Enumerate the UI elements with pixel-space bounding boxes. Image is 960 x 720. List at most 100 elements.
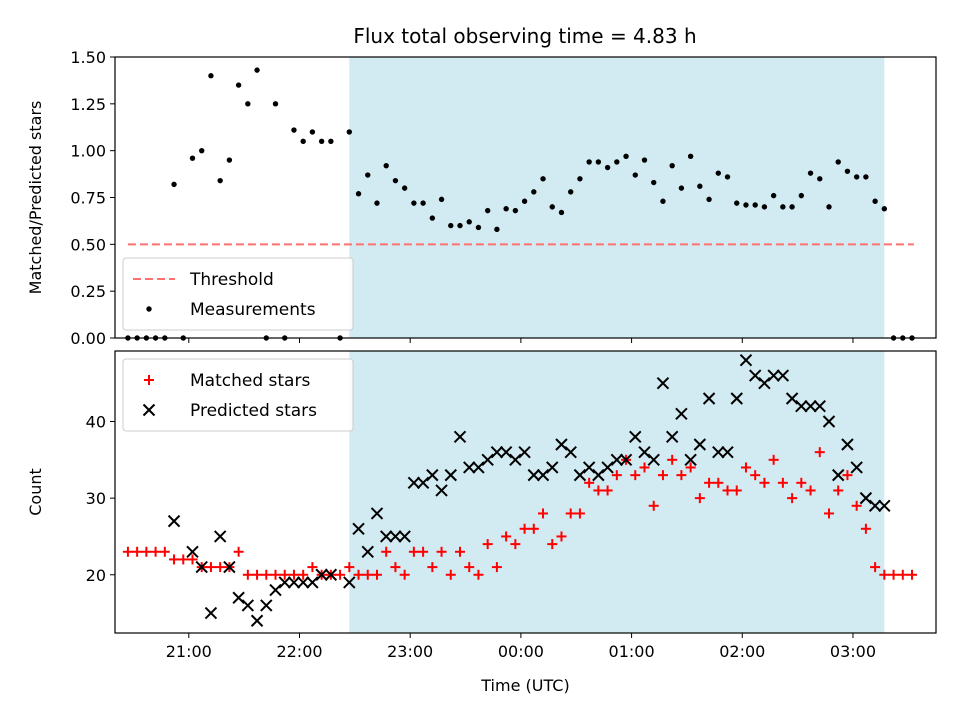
matched-star-point [694, 493, 705, 504]
matched-star-point [242, 569, 253, 580]
matched-star-point [648, 500, 659, 511]
matched-star-point [713, 477, 724, 488]
predicted-star-point [195, 560, 208, 574]
predicted-star-point [527, 468, 541, 482]
x-tick-label: 00:00 [498, 642, 544, 661]
matched-star-point [796, 477, 807, 488]
measurement-point [235, 82, 242, 88]
measurement-point [595, 159, 602, 165]
predicted-star-point [306, 576, 319, 589]
measurement-point [761, 204, 768, 210]
legend-label: Measurements [190, 300, 316, 320]
measurement-point [826, 204, 832, 210]
predicted-star-stroke-b [306, 576, 319, 589]
predicted-star-stroke-b [785, 392, 799, 405]
legend-matched-swatch [144, 375, 154, 385]
axes-frame [114, 350, 937, 634]
measurement-point [392, 177, 399, 184]
predicted-star-stroke-b [813, 399, 826, 413]
predicted-star-point [767, 369, 780, 382]
matched-star-point [787, 493, 798, 504]
predicted-star-point [167, 514, 181, 528]
predicted-star-point [398, 530, 411, 543]
predicted-star-point [730, 392, 743, 405]
matched-star-point [482, 539, 493, 550]
predicted-star-stroke-b [167, 514, 181, 528]
predicted-star-point [260, 599, 273, 612]
measurement-point [365, 172, 371, 178]
measurement-point [475, 224, 482, 231]
measurement-point [448, 222, 454, 229]
predicted-star-stroke-b [859, 491, 873, 505]
measurement-point [438, 196, 445, 203]
predicted-star-stroke-b [582, 461, 596, 474]
predicted-star-stroke-b [546, 461, 559, 474]
measurement-point [669, 162, 675, 169]
matched-star-point [270, 569, 281, 580]
predicted-star-stroke-b [841, 438, 854, 451]
matched-star-point [842, 470, 853, 481]
predicted-star-point [841, 438, 854, 451]
measurement-point [623, 153, 629, 159]
predicted-star-point [435, 484, 448, 497]
x-tick-label: 02:00 [719, 642, 765, 661]
legend-box [122, 257, 354, 331]
predicted-star-point [619, 453, 633, 467]
predicted-star-stroke-b [675, 407, 688, 421]
chart-title: Flux total observing time = 4.83 h [353, 24, 696, 48]
predicted-star-point [361, 545, 374, 558]
observing-window-span [349, 57, 885, 338]
predicted-star-point [315, 568, 328, 581]
predicted-star-stroke-b [250, 614, 264, 627]
matched-star-point [353, 569, 364, 580]
measurement-point [770, 192, 777, 199]
legend-predicted-stroke-b [142, 403, 156, 417]
predicted-star-point [804, 399, 817, 413]
predicted-star-stroke-b [619, 453, 633, 467]
measurement-point [752, 202, 758, 208]
measurement-point [226, 157, 233, 163]
matched-star-point [722, 485, 733, 496]
predicted-star-point [269, 583, 282, 597]
measurement-point [568, 189, 574, 195]
x-tick-label: 01:00 [609, 642, 655, 661]
measurement-point [217, 177, 223, 184]
matched-star-point [491, 562, 502, 573]
predicted-star-point [509, 453, 522, 467]
y-tick-label: 0.25 [70, 282, 106, 301]
predicted-star-stroke-b [463, 461, 476, 474]
measurement-point [355, 191, 362, 197]
matched-star-point [178, 554, 189, 565]
predicted-star-point [656, 376, 670, 390]
measurement-point [208, 73, 214, 79]
predicted-star-point [389, 530, 402, 543]
predicted-star-stroke-b [370, 507, 384, 520]
axes-frame [114, 56, 937, 339]
measurement-point [789, 204, 795, 210]
predicted-star-point [416, 476, 430, 490]
matched-star-point [473, 569, 484, 580]
predicted-star-point [444, 468, 457, 482]
measurement-point [540, 176, 546, 182]
legend-label: Threshold [189, 270, 274, 290]
measurement-point [245, 101, 251, 107]
predicted-star-point [518, 445, 531, 459]
matched-star-point [750, 470, 761, 481]
predicted-star-point [481, 453, 494, 467]
matched-star-point [233, 546, 244, 557]
matched-star-point [510, 539, 521, 550]
predicted-star-stroke-b [398, 530, 411, 543]
matched-star-point [261, 569, 272, 580]
measurement-point [374, 200, 380, 206]
matched-star-point [740, 462, 751, 473]
predicted-star-stroke-b [287, 576, 301, 589]
matched-star-point [584, 477, 595, 488]
predicted-star-stroke-b [656, 376, 670, 390]
predicted-star-point [822, 415, 836, 428]
measurement-point [697, 183, 703, 189]
predicted-star-point [878, 499, 891, 513]
predicted-star-point [555, 438, 568, 451]
matched-star-point [731, 485, 742, 496]
predicted-star-point [463, 461, 476, 474]
predicted-star-point [573, 468, 587, 482]
